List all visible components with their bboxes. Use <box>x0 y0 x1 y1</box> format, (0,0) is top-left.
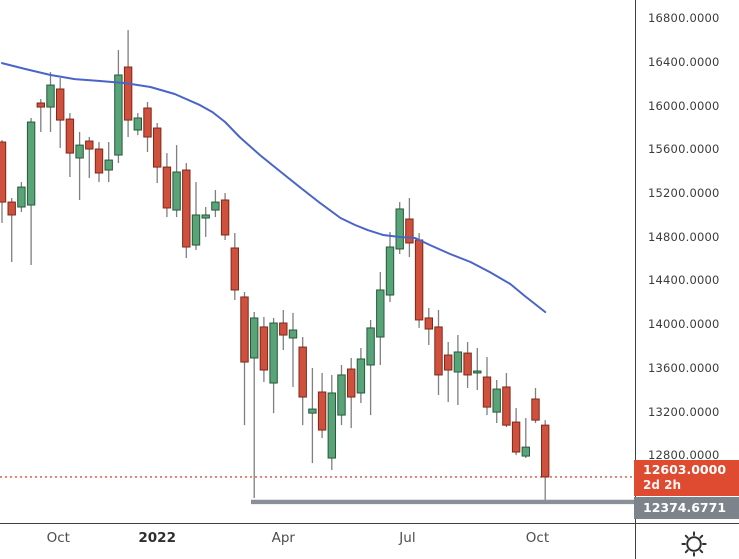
candle-body <box>0 141 7 203</box>
candle-body <box>220 199 230 236</box>
gear-icon <box>681 531 707 557</box>
candle-body <box>17 186 26 208</box>
candle-body <box>366 327 375 366</box>
price-tick-label: 12800.0000 <box>648 448 720 463</box>
candle-body <box>414 239 424 321</box>
candle-body <box>482 376 492 408</box>
candle-body <box>36 102 45 108</box>
candle-body <box>162 166 172 209</box>
candle-body <box>463 352 472 376</box>
candle-body <box>143 107 152 138</box>
candle-body <box>182 169 191 248</box>
time-tick-label[interactable]: Oct <box>46 530 70 546</box>
candle-body <box>75 144 84 159</box>
price-tick-label: 14000.0000 <box>648 317 720 332</box>
candle-body <box>153 127 162 168</box>
price-axis[interactable]: 16800.0000 16400.0000 16000.0000 15600.0000… <box>636 0 739 523</box>
time-tick-label[interactable]: Apr <box>271 530 295 546</box>
candle-body <box>56 88 65 121</box>
candle-body <box>444 354 453 371</box>
candle-body <box>26 121 36 206</box>
candle-body <box>279 322 288 336</box>
price-tick-label: 14800.0000 <box>648 229 720 244</box>
price-tick-label: 15200.0000 <box>648 185 720 200</box>
candle-body <box>211 201 220 211</box>
price-tick-label: 15600.0000 <box>648 142 720 157</box>
candle-body <box>240 296 249 363</box>
candle-body <box>191 214 201 246</box>
price-tick-label: 14400.0000 <box>648 273 720 288</box>
level-price-value: 12374.6771 <box>643 500 727 516</box>
price-tick-label: 16800.0000 <box>648 11 720 26</box>
candle-body <box>376 289 385 338</box>
candle-body <box>46 84 55 108</box>
candle-body <box>327 392 337 459</box>
candle-body <box>385 246 395 296</box>
settings-gear-button[interactable] <box>680 530 708 558</box>
level-price-label: 12374.6771 <box>634 497 739 520</box>
candle-body <box>356 358 366 394</box>
price-chart[interactable] <box>0 0 635 523</box>
price-tick-label: 13600.0000 <box>648 360 720 375</box>
candle-body <box>94 148 104 174</box>
support-level-line <box>251 499 635 505</box>
price-tick-label: 13200.0000 <box>648 404 720 419</box>
candle-body <box>288 329 298 339</box>
candle-body <box>172 171 181 211</box>
candle-body <box>104 159 113 171</box>
candle-body <box>85 140 94 150</box>
candle-body <box>395 208 404 250</box>
candle-body <box>405 218 414 244</box>
time-tick-label[interactable]: Jul <box>399 530 416 546</box>
candle-body <box>317 391 327 431</box>
candle-body <box>269 322 278 384</box>
time-tick-label[interactable]: 2022 <box>138 530 176 546</box>
candle-body <box>502 386 511 426</box>
current-price-label: 12603.0000 2d 2h <box>634 459 739 496</box>
time-tick-label[interactable]: Oct <box>525 530 550 546</box>
candle-body <box>511 421 521 453</box>
time-axis[interactable]: Oct 2022 Apr Jul Oct <box>0 524 635 559</box>
candle-body <box>259 326 269 371</box>
candle-body <box>424 317 434 330</box>
moving-average-line <box>1 62 547 313</box>
candle-body <box>250 317 259 359</box>
candle-body <box>492 388 501 413</box>
candle-body <box>473 370 482 374</box>
candle-body <box>230 247 240 291</box>
candle-body <box>123 66 133 121</box>
candle-countdown: 2d 2h <box>643 477 682 492</box>
candle-body <box>531 398 540 421</box>
candle-body <box>133 117 143 131</box>
candle-body <box>298 346 307 398</box>
candle-body <box>347 368 356 398</box>
candle-body <box>434 326 443 376</box>
candle-body <box>453 351 463 373</box>
price-tick-label: 16400.0000 <box>648 54 720 69</box>
price-tick-label: 16000.0000 <box>648 98 720 113</box>
candle-body <box>65 118 75 154</box>
candle-body <box>201 214 210 219</box>
candle-body <box>541 424 550 478</box>
axis-horizontal-border <box>0 523 739 524</box>
axis-vertical-border <box>635 0 636 559</box>
candle-body <box>337 374 346 416</box>
candle-body <box>308 408 317 414</box>
candle-body <box>7 201 16 216</box>
current-price-value: 12603.0000 <box>643 461 727 477</box>
candle-body <box>521 446 530 457</box>
candle-body <box>114 74 123 156</box>
